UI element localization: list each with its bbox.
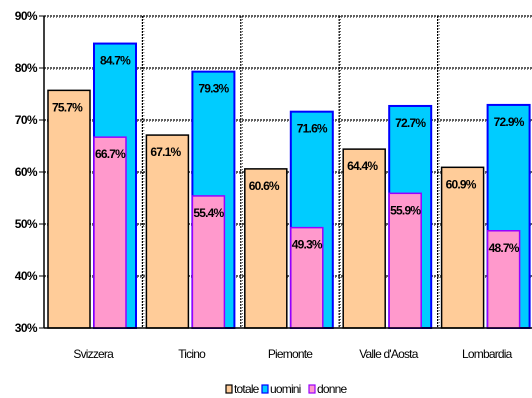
x-category-label: Piemonte: [268, 347, 313, 361]
x-axis-labels: Svizzera Ticino Piemonte Valle d'Aosta Lomba…: [73, 347, 513, 361]
bar-totale: [244, 168, 288, 329]
axes: [43, 16, 532, 329]
data-label-donne: 55.9%: [390, 203, 421, 217]
bar-totale: [440, 166, 485, 329]
data-label-uomini: 79.3%: [198, 82, 229, 96]
y-tick-label: 60%: [15, 165, 38, 179]
data-label-donne: 49.3%: [292, 238, 323, 252]
legend: totale uomini donne: [225, 382, 348, 396]
legend-swatch-totale: [225, 384, 233, 394]
y-axis-ticks: 30% 40% 50% 60% 70% 80% 90%: [15, 9, 44, 335]
data-label-donne: 48.7%: [489, 241, 520, 255]
y-tick-label: 90%: [15, 9, 38, 23]
y-tick-label: 80%: [15, 61, 38, 75]
bar-donne: [93, 136, 127, 329]
y-tick-label: 40%: [15, 269, 38, 283]
bar-donne: [290, 226, 324, 329]
data-label-totale: 60.9%: [446, 177, 477, 191]
data-label-donne: 55.4%: [193, 206, 224, 220]
data-label-totale: 60.6%: [249, 179, 280, 193]
bar-totale: [145, 134, 190, 329]
value-labels: 75.7% 84.7% 66.7% 67.1% 79.3% 55.4% 60.6% 71.6%…: [52, 54, 526, 255]
legend-swatch-uomini: [261, 384, 269, 394]
legend-label-donne: donne: [317, 382, 347, 396]
legend-swatch-donne: [308, 384, 316, 394]
data-label-uomini: 84.7%: [100, 54, 131, 68]
bar-totale: [342, 148, 386, 329]
bar-donne: [486, 230, 521, 329]
data-label-totale: 75.7%: [52, 100, 83, 114]
data-label-totale: 64.4%: [347, 159, 378, 173]
legend-label-totale: totale: [234, 382, 260, 396]
data-label-uomini: 72.7%: [395, 116, 426, 130]
y-tick-label: 50%: [15, 217, 38, 231]
bar-donne: [191, 195, 226, 329]
data-label-uomini: 71.6%: [297, 122, 328, 136]
bars: [47, 42, 531, 330]
x-category-label: Lombardia: [462, 347, 513, 361]
data-label-donne: 66.7%: [95, 147, 126, 161]
x-category-label: Valle d'Aosta: [359, 347, 419, 361]
y-tick-label: 30%: [15, 321, 38, 335]
data-label-totale: 67.1%: [150, 145, 181, 159]
y-tick-label: 70%: [15, 113, 38, 127]
bar-totale: [47, 89, 91, 329]
bar-donne: [388, 192, 422, 329]
legend-label-uomini: uomini: [270, 382, 301, 396]
data-label-uomini: 72.9%: [494, 115, 525, 129]
x-category-label: Ticino: [178, 347, 206, 361]
x-category-label: Svizzera: [73, 347, 114, 361]
